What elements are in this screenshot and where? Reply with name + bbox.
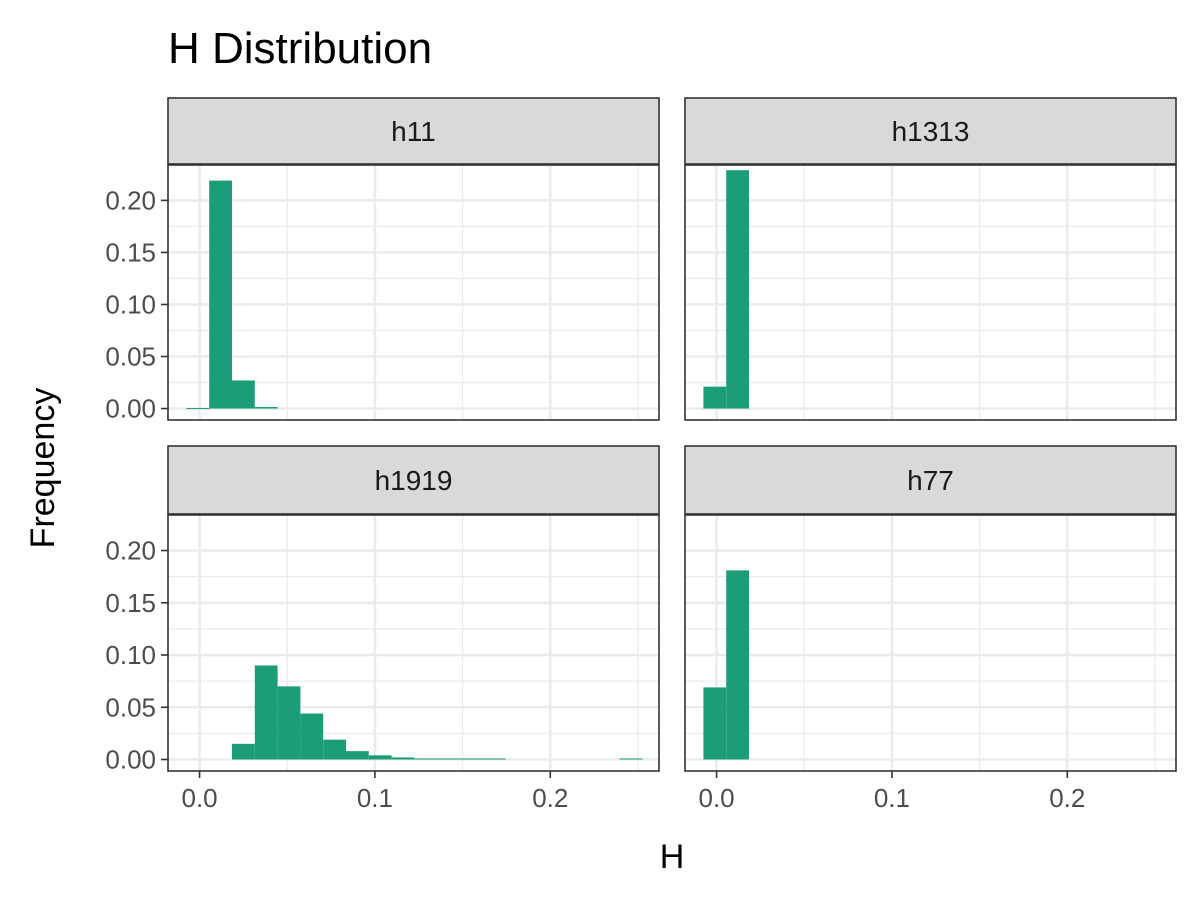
x-tick-label: 0.0 — [181, 783, 217, 813]
histogram-bar — [726, 570, 750, 760]
facet-strip — [684, 97, 1177, 165]
panel-border — [167, 514, 660, 772]
histogram-bar — [345, 751, 369, 760]
y-tick-label: 0.15 — [105, 237, 156, 267]
facet-strip — [167, 97, 660, 165]
histogram-bar — [232, 380, 255, 409]
facet-panel-h11: h11 0.00 0.05 0.10 0.15 0.20 — [105, 97, 660, 424]
chart-title: H Distribution — [168, 24, 432, 73]
histogram-bar — [209, 180, 233, 409]
facet-strip — [684, 445, 1177, 515]
y-tick-label: 0.00 — [105, 394, 156, 424]
histogram-bar — [300, 713, 324, 760]
y-tick-label: 0.20 — [105, 536, 156, 566]
facet-panel-h77: h77 0.0 0.1 0.2 — [684, 445, 1177, 813]
x-tick-label: 0.0 — [698, 783, 734, 813]
facet-strip-label: h1313 — [892, 116, 970, 147]
histogram-bar — [232, 743, 255, 760]
facet-panels: h11 0.00 0.05 0.10 0.15 0.20 h1313 h1919 0.00 0.0… — [105, 97, 1177, 813]
y-tick-label: 0.15 — [105, 588, 156, 618]
y-axis-title: Frequency — [24, 388, 62, 549]
histogram-bar — [437, 758, 460, 760]
y-tick-label: 0.05 — [105, 342, 156, 372]
y-tick-label: 0.10 — [105, 640, 156, 670]
histogram-bar — [186, 408, 210, 410]
y-tick-label: 0.10 — [105, 289, 156, 319]
histogram-bar — [254, 665, 278, 760]
facet-strip-label: h77 — [907, 465, 954, 496]
histogram-bar — [482, 758, 506, 760]
facet-panel-h1919: h1919 0.00 0.05 0.10 0.15 0.20 0.0 0.1 0.2 — [105, 445, 660, 813]
x-axis-title: H — [660, 838, 685, 876]
y-tick-label: 0.20 — [105, 185, 156, 215]
panel-border — [684, 514, 1177, 772]
histogram-bar — [277, 686, 301, 760]
histogram-bar — [619, 758, 643, 760]
x-tick-label: 0.2 — [1049, 783, 1085, 813]
panel-border — [167, 164, 660, 421]
histogram-bar — [368, 755, 392, 760]
x-tick-label: 0.1 — [357, 783, 393, 813]
histogram-bar — [459, 758, 483, 760]
facet-strip-label: h1919 — [375, 465, 453, 496]
x-tick-label: 0.2 — [532, 783, 568, 813]
facet-panel-h1313: h1313 — [684, 97, 1177, 421]
histogram-bar — [323, 739, 346, 760]
panel-border — [684, 164, 1177, 421]
histogram-bar — [703, 687, 727, 760]
histogram-bar — [254, 406, 278, 409]
y-tick-label: 0.00 — [105, 745, 156, 775]
histogram-bar — [726, 170, 750, 409]
histogram-bar — [391, 757, 415, 760]
histogram-bar — [703, 386, 727, 409]
histogram-bar — [414, 758, 438, 760]
facet-strip — [167, 445, 660, 515]
y-tick-label: 0.05 — [105, 692, 156, 722]
facet-strip-label: h11 — [391, 116, 436, 147]
x-tick-label: 0.1 — [874, 783, 910, 813]
